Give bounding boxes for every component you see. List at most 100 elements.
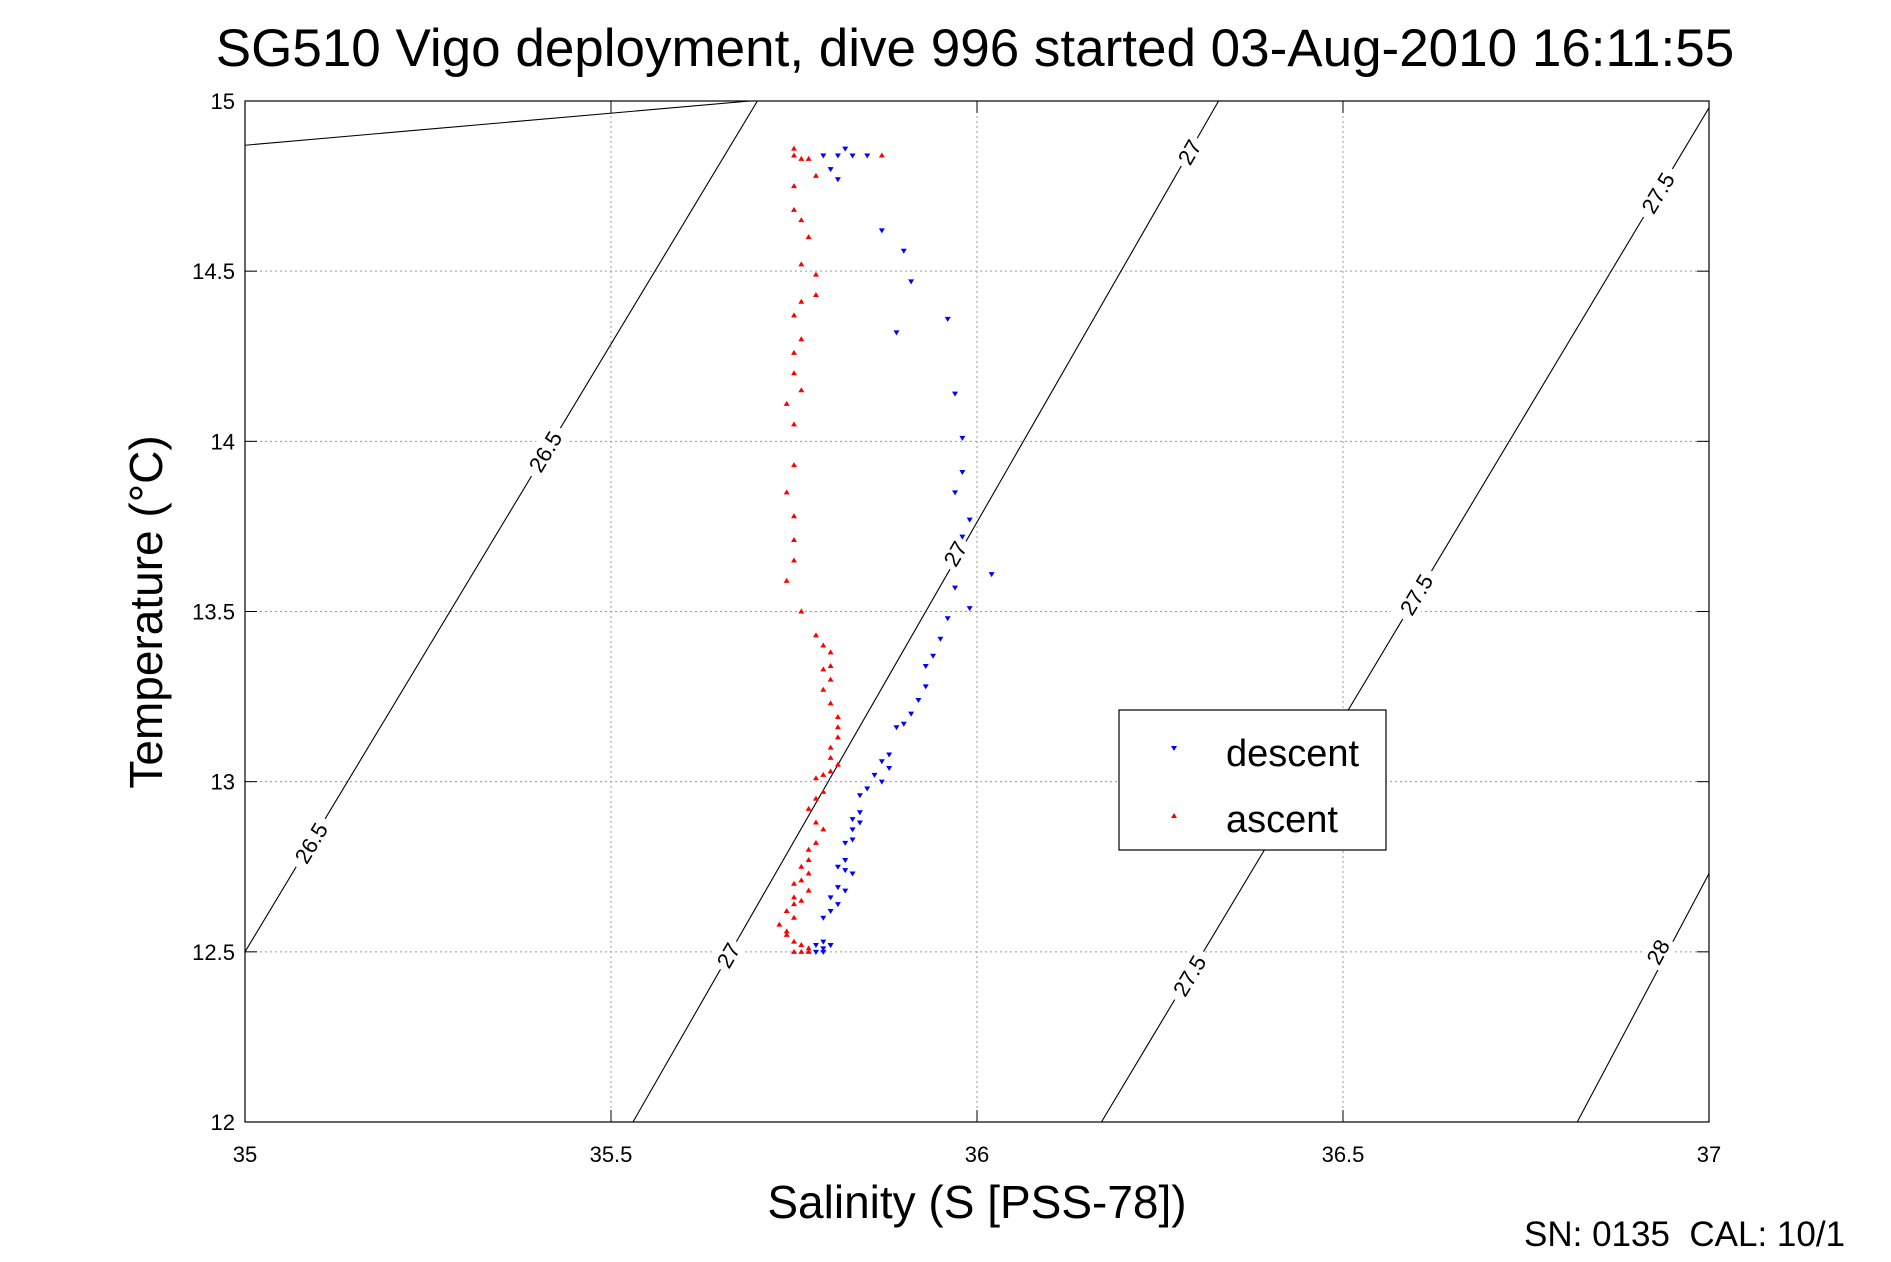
grid-lines [245,101,1709,1122]
ascent-point [820,826,827,832]
ascent-point [791,370,797,376]
ascent-point [820,686,827,692]
ascent-point [791,312,797,318]
ascent-point [783,907,790,913]
ascent-point [791,152,797,158]
chart-title: SG510 Vigo deployment, dive 996 started … [216,19,1734,78]
descent-point [820,946,827,952]
descent-point [952,585,959,591]
ascent-point [812,819,819,825]
descent-point [834,177,841,183]
ascent-point [805,155,812,161]
descent-point [820,949,827,955]
ascent-point [834,714,841,720]
ascent-point [805,870,812,876]
descent-point [812,949,819,955]
descent-point [849,871,856,877]
ascent-point [798,261,805,267]
legend-marker-ascent [1171,813,1177,818]
descent-point [915,697,922,703]
ascent-point [791,537,797,543]
descent-point [856,793,863,799]
descent-point [820,939,827,945]
ascent-point [812,632,819,638]
ascent-point [820,771,827,777]
ascent-point [812,172,819,178]
descent-point [886,752,893,758]
contour-label-bg [1638,931,1677,973]
descent-point [834,864,841,870]
descent-point [922,663,929,669]
descent-point [871,772,878,778]
descent-point [827,943,834,949]
ascent-point [791,880,797,886]
descent-point [849,153,856,159]
ascent-point [791,183,797,189]
descent-point [842,146,849,152]
ascent-point [827,662,834,668]
series-ascent [776,145,885,954]
descent-point [922,684,929,690]
contour-label-bg [1390,563,1442,626]
ascent-point [820,788,827,794]
ascent-point [812,775,819,781]
ascent-point [798,217,805,223]
descent-point [842,888,849,894]
ascent-point [878,152,885,158]
descent-point [988,572,995,578]
y-tick-label: 12 [211,1110,235,1135]
ascent-point [791,421,797,427]
descent-point [820,153,827,159]
contour-label-bg [519,420,571,483]
descent-point [959,534,966,540]
ascent-point [791,462,797,468]
ascent-point [798,942,805,948]
ascent-point [798,155,805,161]
descent-point [856,820,863,826]
ascent-point [827,700,834,706]
ascent-point [791,948,797,954]
descent-point [908,279,915,285]
ascent-point [791,145,797,151]
x-tick-label: 37 [1697,1142,1721,1167]
ascent-point [791,938,797,944]
descent-point [900,248,907,254]
ascent-point [812,839,819,845]
ascent-point [783,577,790,583]
descent-point [827,895,834,901]
descent-point [886,766,893,772]
ascent-point [798,336,805,342]
ascent-point [798,608,805,614]
ascent-point [783,928,790,934]
ascent-point [827,744,834,750]
ascent-point [783,931,790,937]
footer-serial-cal: SN: 0135 CAL: 10/1 [1524,1215,1845,1254]
contour-label-bg [1170,131,1209,173]
descent-point [864,786,871,792]
y-tick-label: 13.5 [192,600,235,625]
y-tick-label: 15 [211,89,235,114]
descent-point [842,868,849,874]
legend: descent ascent [1118,709,1387,851]
descent-point [893,330,900,336]
descent-point [952,391,959,397]
ascent-point [834,734,841,740]
y-tick-label: 13 [211,770,235,795]
descent-point [937,636,944,642]
descent-point [834,153,841,159]
ascent-point [791,914,797,920]
contour-line [1576,873,1709,1122]
ascent-point [791,513,797,519]
ascent-point [791,206,797,212]
series-descent [812,146,995,955]
ascent-point [798,387,805,393]
descent-point [878,779,885,785]
y-tick-label: 12.5 [192,940,235,965]
ascent-point [791,557,797,563]
contour-line [245,101,751,146]
x-tick-label: 35.5 [590,1142,633,1167]
descent-point [893,725,900,731]
ascent-point [791,901,797,907]
